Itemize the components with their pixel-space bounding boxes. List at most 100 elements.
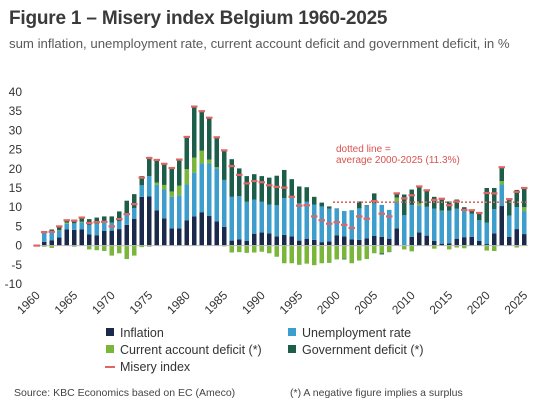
bar-segment-inflation	[297, 240, 302, 246]
bar-segment-inflation	[177, 228, 182, 246]
bar-segment-government-deficit	[319, 202, 324, 207]
bar-segment-current-account-deficit	[184, 169, 189, 185]
bar-segment-unemployment-rate	[42, 232, 47, 242]
bar-segment-inflation	[274, 236, 279, 246]
bar-segment-government-deficit	[409, 189, 414, 205]
bar-segment-inflation	[304, 238, 309, 246]
bar-segment-unemployment-rate	[439, 211, 444, 244]
bar-segment-unemployment-rate	[132, 207, 137, 219]
bar-segment-current-account-deficit	[147, 245, 152, 247]
bar-segment-current-account-deficit	[102, 245, 107, 251]
bar-segment-current-account-deficit	[162, 184, 167, 190]
bar-segment-unemployment-rate	[522, 211, 527, 235]
bar-segment-inflation	[349, 239, 354, 246]
bar-segment-inflation	[267, 233, 272, 246]
bar-segment-unemployment-rate	[499, 184, 504, 207]
bar-segment-unemployment-rate	[72, 223, 77, 230]
bar-segment-unemployment-rate	[477, 220, 482, 241]
bar-segment-inflation	[417, 232, 422, 246]
average-annotation: dotted line =average 2000-2025 (11.3%)	[336, 144, 460, 166]
bar-segment-inflation	[522, 234, 527, 246]
bar-segment-current-account-deficit	[499, 181, 504, 185]
bar-segment-government-deficit	[267, 177, 272, 205]
bar-segment-inflation	[124, 224, 129, 246]
bar-segment-current-account-deficit	[117, 245, 122, 254]
bar-segment-current-account-deficit	[409, 245, 414, 252]
bar-segment-inflation	[259, 232, 264, 246]
bar-segment-government-deficit	[222, 149, 227, 180]
bar-segment-government-deficit	[522, 188, 527, 208]
bar-segment-inflation	[364, 238, 369, 246]
y-tick-label: 40	[9, 85, 23, 99]
bar-segment-inflation	[117, 229, 122, 246]
bar-segment-government-deficit	[259, 176, 264, 202]
bar-segment-government-deficit	[154, 159, 159, 183]
bar-segment-current-account-deficit	[417, 203, 422, 206]
bar-segment-unemployment-rate	[462, 209, 467, 238]
x-tick-label: 2005	[352, 288, 381, 317]
y-tick-label: -5	[11, 258, 22, 272]
bar-segment-unemployment-rate	[267, 204, 272, 234]
x-tick-label: 2020	[464, 288, 493, 317]
bar-segment-government-deficit	[79, 217, 84, 222]
bar-segment-government-deficit	[514, 189, 519, 208]
bar-segment-government-deficit	[184, 136, 189, 170]
bar-segment-unemployment-rate	[372, 203, 377, 236]
bar-segment-inflation	[334, 235, 339, 246]
bar-segment-current-account-deficit	[342, 245, 347, 259]
y-tick-label: 35	[9, 104, 23, 118]
bar-segment-inflation	[214, 221, 219, 246]
bar-segment-government-deficit	[289, 179, 294, 198]
bar-segment-government-deficit	[304, 187, 309, 202]
bar-segment-inflation	[477, 240, 482, 246]
bar-segment-government-deficit	[274, 175, 279, 206]
bar-segment-government-deficit	[94, 217, 99, 224]
bar-segment-government-deficit	[139, 176, 144, 186]
bar-segment-current-account-deficit	[289, 245, 294, 264]
bar-segment-inflation	[222, 226, 227, 246]
bar-segment-government-deficit	[199, 111, 204, 151]
bar-segment-unemployment-rate	[297, 203, 302, 241]
x-tick-label: 1970	[89, 288, 118, 317]
bar-segment-unemployment-rate	[229, 196, 234, 241]
bar-segment-government-deficit	[177, 159, 182, 186]
bar-segment-government-deficit	[372, 193, 377, 204]
bar-segment-current-account-deficit	[49, 245, 54, 248]
chart-title: Figure 1 – Misery index Belgium 1960-202…	[9, 8, 388, 29]
bar-segment-current-account-deficit	[267, 245, 272, 254]
bar-segment-government-deficit	[312, 196, 317, 205]
bar-segment-inflation	[357, 239, 362, 246]
bar-segment-inflation	[289, 236, 294, 246]
bar-segment-government-deficit	[469, 210, 474, 214]
bar-segment-current-account-deficit	[72, 245, 77, 247]
y-tick-label: 10	[9, 200, 23, 214]
bar-segment-unemployment-rate	[214, 168, 219, 222]
bar-segment-unemployment-rate	[162, 189, 167, 219]
misery-index-markers	[33, 105, 528, 247]
bar-segment-government-deficit	[229, 159, 234, 197]
bar-segment-current-account-deficit	[349, 245, 354, 264]
y-tick-label: 0	[15, 239, 22, 253]
bar-segment-inflation	[447, 243, 452, 246]
legend-label-unemployment-rate: Unemployment rate	[302, 326, 411, 340]
bar-segment-current-account-deficit	[177, 185, 182, 196]
bar-segment-government-deficit	[439, 198, 444, 211]
y-tick-label: 30	[9, 123, 23, 137]
bar-segment-inflation	[439, 243, 444, 246]
bar-segment-unemployment-rate	[364, 206, 369, 239]
bar-segment-unemployment-rate	[327, 208, 332, 242]
bar-segment-inflation	[394, 228, 399, 246]
bar-segment-unemployment-rate	[402, 215, 407, 246]
bar-segment-unemployment-rate	[417, 205, 422, 233]
bar-segment-inflation	[507, 236, 512, 246]
bar-segment-current-account-deficit	[169, 191, 174, 197]
bar-segment-unemployment-rate	[124, 214, 129, 225]
bar-segment-inflation	[192, 216, 197, 246]
bar-segment-unemployment-rate	[304, 201, 309, 239]
bar-segment-inflation	[42, 241, 47, 246]
bar-segment-unemployment-rate	[192, 172, 197, 217]
x-axis: 1960 1965 1970 1975 1980 1985 1990 1995 2000 2005…	[14, 288, 531, 317]
bar-segment-inflation	[372, 236, 377, 246]
bar-segment-unemployment-rate	[154, 184, 159, 211]
bar-segment-current-account-deficit	[334, 245, 339, 260]
